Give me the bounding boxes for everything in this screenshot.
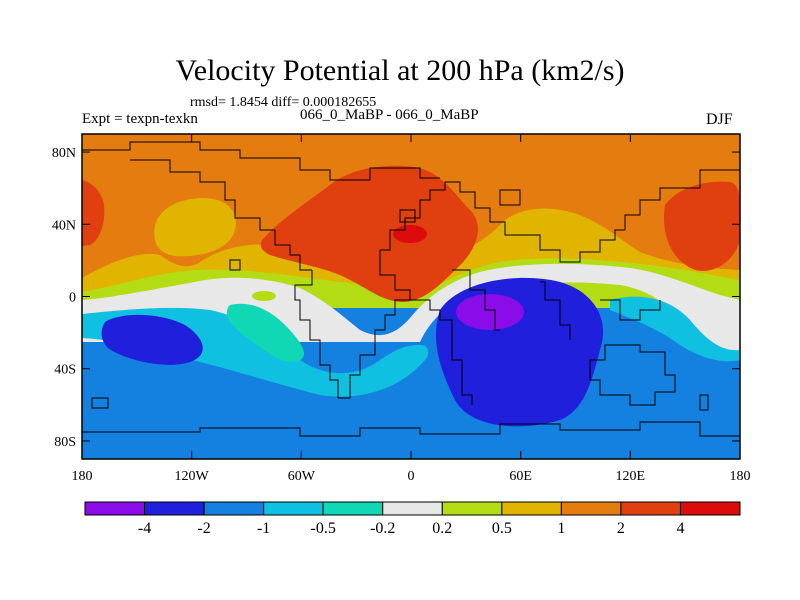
colorbar-box (679, 501, 741, 516)
region-yellow-tongue (154, 197, 236, 257)
colorbar-label: 1 (557, 520, 565, 537)
axes: 180 120W 60W 0 60E 120E 180 80N 40N 0 40S 80S (52, 134, 751, 484)
colorbar: -4 -2 -1 -0.5 -0.2 0.2 0.5 1 2 4 (84, 501, 741, 537)
colorbar-box (441, 501, 503, 516)
coastlines (82, 141, 740, 437)
y-tick-label: 40S (54, 363, 76, 378)
y-tick-label: 0 (69, 291, 76, 306)
y-tick-label: 40N (52, 218, 76, 233)
stats-label: rmsd= 1.8454 diff= 0.000182655 (190, 95, 377, 110)
case-label: 066_0_MaBP - 066_0_MaBP (300, 107, 479, 123)
colorbar-box (144, 501, 205, 516)
region-darkblue-indian (435, 277, 604, 427)
x-tick-label: 60E (509, 469, 532, 484)
region-red-west (82, 180, 105, 246)
contour-field (82, 134, 740, 459)
colorbar-label: 0.2 (432, 520, 452, 537)
colorbar-box (322, 501, 384, 516)
colorbar-label: 4 (676, 520, 684, 537)
colorbar-box (501, 501, 562, 516)
colorbar-label: -4 (138, 520, 151, 537)
x-tick-label: 180 (72, 469, 93, 484)
colorbar-box (560, 501, 622, 516)
region-teal (226, 303, 305, 362)
x-tick-label: 120W (175, 469, 210, 484)
colorbar-box (620, 501, 681, 516)
region-peak-red (393, 225, 427, 243)
colorbar-label: -1 (257, 520, 270, 537)
colorbar-box (263, 501, 324, 516)
y-tick-label: 80N (52, 146, 76, 161)
colorbar-box (382, 501, 443, 516)
y-tick-label: 80S (54, 435, 76, 450)
region-darkblue-pacific (101, 314, 203, 365)
chart-title: Velocity Potential at 200 hPa (km2/s) (175, 54, 625, 87)
colorbar-box (84, 501, 146, 516)
x-tick-label: 60W (288, 469, 316, 484)
colorbar-label: 2 (617, 520, 625, 537)
region-peak-purple (456, 294, 524, 330)
colorbar-label: -0.2 (370, 520, 395, 537)
region-yellow-island (252, 291, 276, 301)
colorbar-box (203, 501, 265, 516)
region-teal-east (610, 296, 740, 362)
x-tick-label: 0 (408, 469, 415, 484)
season-label: DJF (706, 111, 733, 128)
colorbar-label: 0.5 (492, 520, 512, 537)
x-tick-label: 120E (616, 469, 646, 484)
colorbar-label: -2 (197, 520, 210, 537)
colorbar-label: -0.5 (311, 520, 336, 537)
region-red-pacific (664, 181, 740, 271)
experiment-label: Expt = texpn-texkn (82, 111, 198, 127)
x-tick-label: 180 (730, 469, 751, 484)
